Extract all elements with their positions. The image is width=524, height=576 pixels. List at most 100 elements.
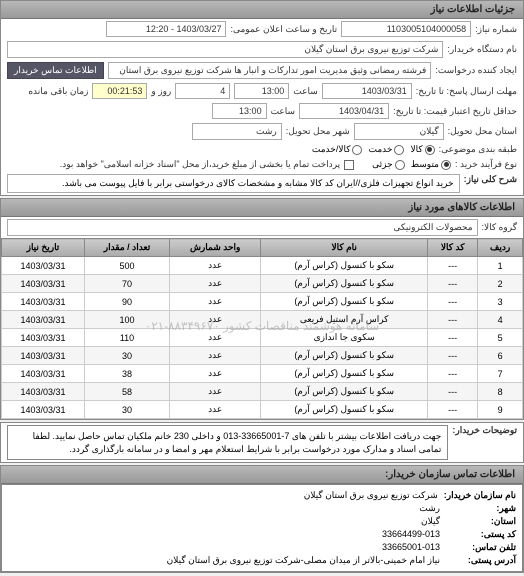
group-value: محصولات الکترونیکی: [7, 219, 478, 236]
group-label: گروه کالا:: [482, 222, 517, 233]
table-cell: عدد: [170, 365, 261, 383]
packaging-option-0[interactable]: کالا: [410, 144, 434, 155]
packaging-option-1[interactable]: خدمت: [368, 144, 404, 155]
radio-dot-icon: [352, 145, 362, 155]
table-row[interactable]: 7---سکو با کنسول (کراس آرم)عدد381403/03/…: [2, 365, 523, 383]
contact-phone: 33665001-013: [382, 542, 440, 553]
payment-cb-label: پرداخت تمام یا بخشی از مبلغ خرید،از محل …: [60, 159, 340, 170]
table-cell: ---: [428, 347, 478, 365]
table-row[interactable]: 8---سکو با کنسول (کراس آرم)عدد581403/03/…: [2, 383, 523, 401]
table-row[interactable]: 9---سکو با کنسول (کراس آرم)عدد301403/03/…: [2, 401, 523, 419]
notes-value: جهت دریافت اطلاعات بیشتر با تلفن های 7-3…: [7, 425, 448, 460]
validity-date: 1403/04/31: [299, 103, 389, 119]
table-cell: ---: [428, 383, 478, 401]
packaging-option-2[interactable]: کالا/خدمت: [312, 144, 363, 155]
table-cell: ---: [428, 257, 478, 275]
table-cell: ---: [428, 401, 478, 419]
table-cell: 1403/03/31: [2, 275, 85, 293]
table-row[interactable]: 6---سکو با کنسول (کراس آرم)عدد301403/03/…: [2, 347, 523, 365]
table-cell: 500: [84, 257, 169, 275]
table-row[interactable]: 1---سکو با کنسول (کراس آرم)عدد5001403/03…: [2, 257, 523, 275]
table-cell: عدد: [170, 257, 261, 275]
method-label: متوسط: [411, 159, 439, 170]
table-cell: ---: [428, 365, 478, 383]
table-cell: ---: [428, 275, 478, 293]
delivery-city: رشت: [192, 123, 282, 140]
table-cell: سکو با کنسول (کراس آرم): [261, 347, 428, 365]
table-row[interactable]: 2---سکو با کنسول (کراس آرم)عدد701403/03/…: [2, 275, 523, 293]
table-header-cell: ردیف: [478, 239, 523, 257]
delivery-city-label: شهر محل تحویل:: [286, 126, 350, 137]
announce-value: 1403/03/27 - 12:20: [106, 21, 226, 37]
table-cell: 30: [84, 347, 169, 365]
deadline-time-label: ساعت: [293, 86, 318, 97]
table-header-cell: کد کالا: [428, 239, 478, 257]
deadline-send-label: مهلت ارسال پاسخ: تا تاریخ:: [416, 86, 517, 97]
table-row[interactable]: 4---کراس آرم استیل فریعیعدد1001403/03/31: [2, 311, 523, 329]
method-option-0[interactable]: متوسط: [411, 159, 451, 170]
table-cell: 1403/03/31: [2, 257, 85, 275]
table-cell: 1403/03/31: [2, 347, 85, 365]
table-cell: 3: [478, 293, 523, 311]
items-table: ردیفکد کالانام کالاواحد شمارشتعداد / مقد…: [1, 238, 523, 419]
items-header: اطلاعات کالاهای مورد نیاز: [1, 199, 523, 217]
contact-org: شرکت توزیع نیروی برق استان گیلان: [304, 490, 438, 501]
table-cell: ---: [428, 293, 478, 311]
table-cell: عدد: [170, 329, 261, 347]
method-label: نوع فرآیند خرید :: [455, 159, 517, 170]
contact-addr: نیاز امام خمینی-بالاتر از میدان مصلی-شرک…: [167, 555, 440, 566]
table-cell: 30: [84, 401, 169, 419]
table-header-cell: نام کالا: [261, 239, 428, 257]
need-desc-value: خرید انواع تجهیزات فلزی//ایران کد کالا م…: [7, 174, 460, 193]
table-cell: 1403/03/31: [2, 383, 85, 401]
table-cell: عدد: [170, 311, 261, 329]
requester-value: فرشته رمضانی وثیق مدیریت امور تدارکات و …: [108, 62, 432, 79]
table-cell: 1403/03/31: [2, 329, 85, 347]
table-cell: سکو با کنسول (کراس آرم): [261, 401, 428, 419]
buyer-label: نام دستگاه خریدار:: [447, 44, 517, 55]
remaining-label: زمان باقی مانده: [28, 86, 88, 97]
table-cell: عدد: [170, 401, 261, 419]
payment-checkbox[interactable]: [344, 160, 354, 170]
table-row[interactable]: 3---سکو با کنسول (کراس آرم)عدد901403/03/…: [2, 293, 523, 311]
contact-city: رشت: [419, 503, 440, 514]
packaging-label: کالا/خدمت: [312, 144, 351, 155]
table-header-cell: تعداد / مقدار: [84, 239, 169, 257]
contact-addr-label: آدرس پستی:: [446, 555, 516, 566]
table-cell: 70: [84, 275, 169, 293]
validity-time: 13:00: [212, 103, 267, 119]
method-radio-group: متوسط جزئی: [372, 159, 451, 170]
contact-header: اطلاعات تماس سازمان خریدار:: [1, 466, 523, 484]
method-label: جزئی: [372, 159, 393, 170]
contact-postal: 33664499-013: [382, 529, 440, 540]
radio-dot-icon: [441, 160, 451, 170]
remaining-time: 00:21:53: [92, 83, 147, 99]
radio-dot-icon: [394, 145, 404, 155]
table-header-cell: واحد شمارش: [170, 239, 261, 257]
table-cell: ---: [428, 311, 478, 329]
packaging-label: کالا: [410, 144, 422, 155]
table-cell: 110: [84, 329, 169, 347]
table-cell: 58: [84, 383, 169, 401]
contact-province: گیلان: [421, 516, 440, 527]
panel-title: جزئیات اطلاعات نیاز: [1, 1, 523, 19]
table-cell: 1: [478, 257, 523, 275]
announce-label: تاریخ و ساعت اعلان عمومی:: [230, 24, 337, 35]
table-header-cell: تاریخ نیاز: [2, 239, 85, 257]
buyer-value: شرکت توزیع نیروی برق استان گیلان: [7, 41, 443, 58]
contact-buyer-button[interactable]: اطلاعات تماس خریدار: [7, 62, 104, 79]
table-cell: 5: [478, 329, 523, 347]
table-cell: سکو با کنسول (کراس آرم): [261, 275, 428, 293]
table-cell: 2: [478, 275, 523, 293]
table-row[interactable]: 5---سکوی جا اندازیعدد1101403/03/31: [2, 329, 523, 347]
delivery-loc: گیلان: [354, 123, 444, 140]
packaging-label: طبقه بندی موضوعی:: [439, 144, 517, 155]
deadline-send-date: 1403/03/31: [322, 83, 412, 99]
radio-dot-icon: [395, 160, 405, 170]
table-cell: سکو با کنسول (کراس آرم): [261, 257, 428, 275]
table-cell: 1403/03/31: [2, 311, 85, 329]
need-desc-label: شرح کلی نیاز:: [464, 174, 517, 185]
table-cell: عدد: [170, 383, 261, 401]
table-cell: 1403/03/31: [2, 401, 85, 419]
method-option-1[interactable]: جزئی: [372, 159, 405, 170]
